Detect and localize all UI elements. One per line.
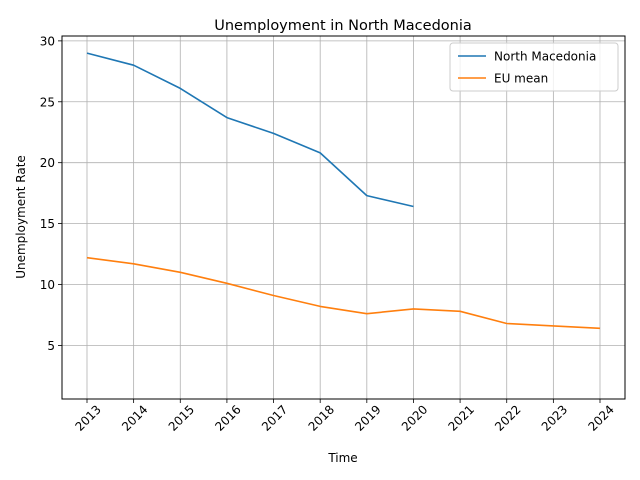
- series-lines: [86, 52, 601, 330]
- plot-frame: [61, 35, 626, 400]
- legend-label: North Macedonia: [494, 50, 596, 64]
- series-line: [86, 52, 414, 208]
- y-axis-label: Unemployment Rate: [14, 155, 28, 279]
- grid-lines: [62, 36, 625, 399]
- x-axis-ticks: 2013 2014 2015 2016 2017 2018 2019 2020 2021 2022…: [72, 399, 617, 434]
- x-tick-label: 2015: [166, 402, 197, 433]
- y-tick-label: 30: [40, 34, 55, 48]
- y-tick-label: 15: [40, 217, 55, 231]
- x-tick-label: 2017: [259, 402, 290, 433]
- x-tick-label: 2014: [119, 402, 150, 433]
- y-tick-label: 25: [40, 95, 55, 109]
- x-tick-label: 2022: [492, 402, 523, 433]
- x-tick-label: 2021: [446, 402, 477, 433]
- x-tick-label: 2018: [306, 402, 337, 433]
- x-tick-label: 2020: [399, 402, 430, 433]
- x-tick-label: 2024: [585, 402, 616, 433]
- y-tick-label: 10: [40, 278, 55, 292]
- x-axis-label: Time: [327, 451, 357, 465]
- x-tick-label: 2013: [72, 402, 103, 433]
- x-tick-label: 2016: [212, 402, 243, 433]
- legend-label: EU mean: [494, 72, 548, 86]
- chart-title: Unemployment in North Macedonia: [214, 18, 472, 34]
- legend-box: [449, 42, 619, 92]
- series-line: [86, 256, 601, 330]
- x-tick-label: 2023: [539, 402, 570, 433]
- y-axis-ticks: 5 10 15 20 25 30: [40, 34, 62, 353]
- y-tick-label: 5: [47, 339, 55, 353]
- x-tick-label: 2019: [352, 402, 383, 433]
- legend: North Macedonia EU mean: [449, 42, 619, 92]
- y-tick-label: 20: [40, 156, 55, 170]
